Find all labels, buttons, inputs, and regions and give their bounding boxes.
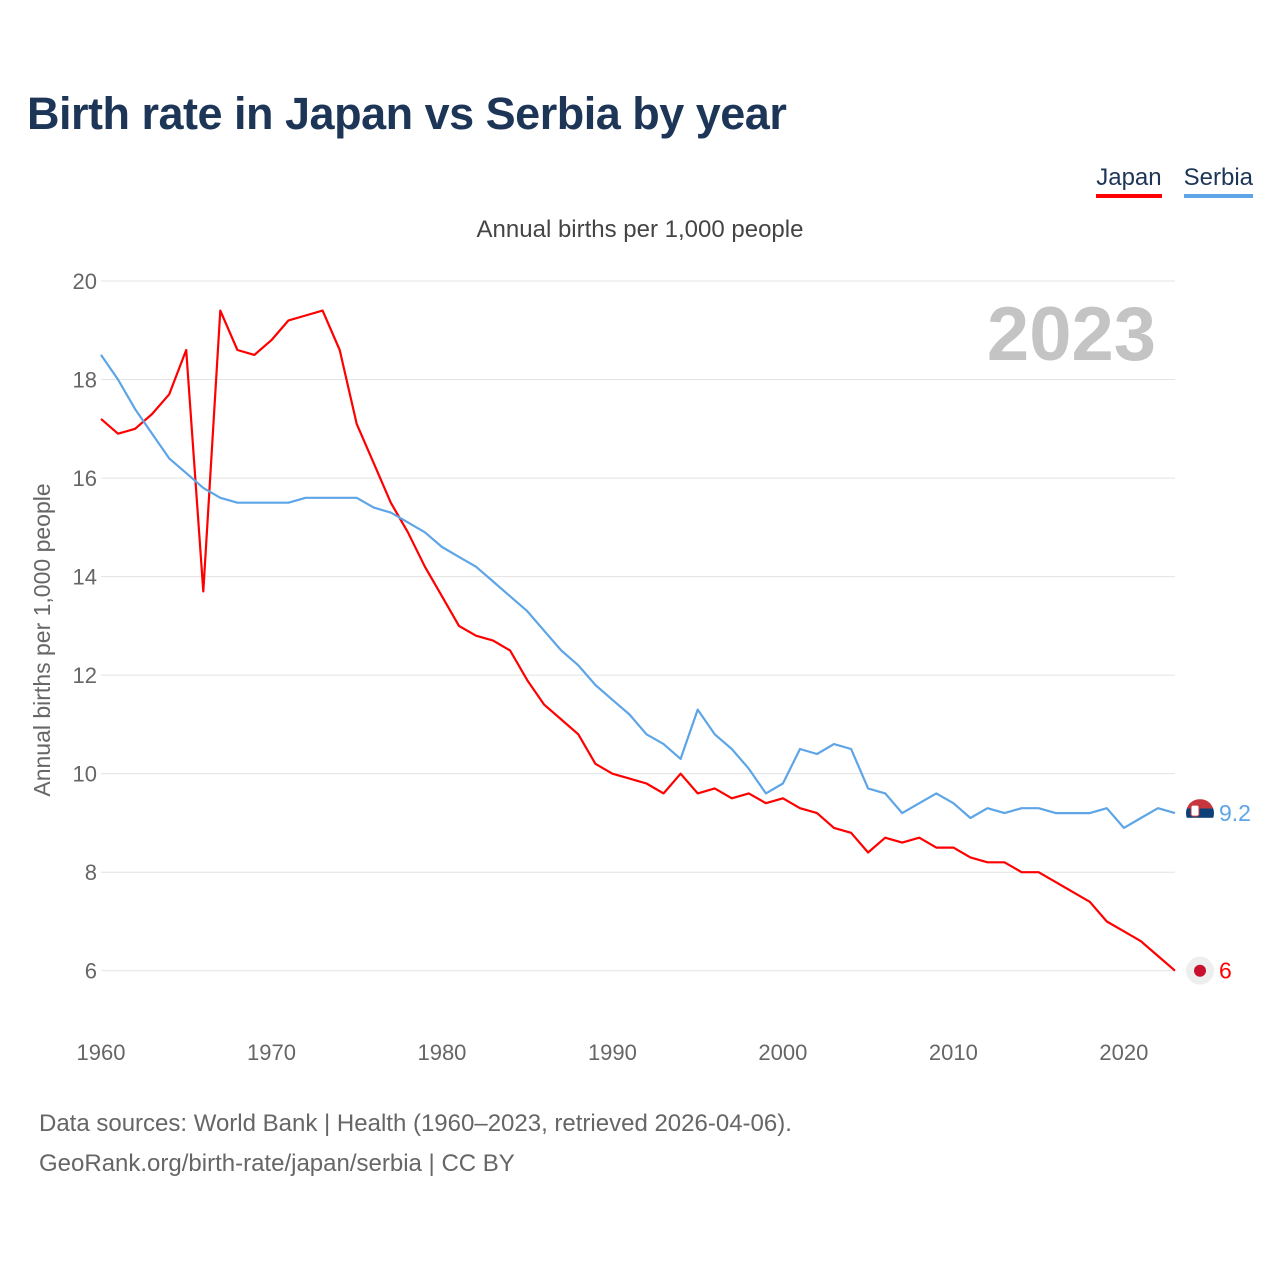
x-tick-label: 1980: [417, 1040, 466, 1065]
legend: Japan Serbia: [1096, 164, 1253, 198]
chart-title: Birth rate in Japan vs Serbia by year: [27, 88, 787, 139]
flag-marker-japan: [1186, 956, 1214, 985]
end-value-label-serbia: 9.2: [1219, 800, 1251, 826]
x-tick-label: 2020: [1099, 1040, 1148, 1065]
x-axis-ticks: 1960 1970 1980 1990 2000 2010 2020: [77, 1040, 1149, 1065]
y-tick-label: 8: [85, 860, 97, 885]
y-axis-ticks: 6 8 10 12 14 16 18 20: [73, 269, 97, 984]
y-tick-label: 12: [73, 663, 97, 688]
series-line-japan: [100, 309, 1176, 972]
y-tick-label: 6: [85, 959, 97, 984]
series-line-serbia: [100, 354, 1176, 830]
flag-stripe-blue: [1186, 808, 1214, 818]
source-note: Data sources: World Bank | Health (1960–…: [39, 1104, 792, 1184]
y-axis-label: Annual births per 1,000 people: [29, 483, 55, 796]
x-tick-label: 2010: [929, 1040, 978, 1065]
source-line-1: Data sources: World Bank | Health (1960–…: [39, 1110, 792, 1137]
series-lines: [100, 309, 1176, 972]
end-markers: 69.2: [1186, 799, 1251, 985]
flag-stripe-red: [1186, 799, 1214, 809]
y-tick-label: 18: [73, 368, 97, 393]
y-tick-label: 14: [73, 565, 97, 590]
source-line-2[interactable]: GeoRank.org/birth-rate/japan/serbia | CC…: [39, 1150, 515, 1177]
y-tick-label: 20: [73, 269, 97, 294]
end-value-label-japan: 6: [1219, 958, 1232, 984]
x-tick-label: 1990: [588, 1040, 637, 1065]
x-tick-label: 1970: [247, 1040, 296, 1065]
flag-emblem-icon: [1190, 804, 1200, 817]
flag-stripe-white: [1186, 817, 1214, 828]
x-tick-label: 2000: [758, 1040, 807, 1065]
flag-sun-icon: [1194, 964, 1206, 977]
legend-item-japan[interactable]: Japan: [1096, 164, 1162, 198]
y-tick-label: 10: [73, 762, 97, 787]
legend-item-serbia[interactable]: Serbia: [1183, 164, 1253, 198]
grid-lines: [101, 280, 1175, 972]
chart-subtitle: Annual births per 1,000 people: [476, 216, 804, 243]
flag-marker-serbia: [1186, 799, 1214, 828]
flag-icon-serbia: [1186, 799, 1214, 828]
y-tick-label: 16: [73, 466, 97, 491]
x-tick-label: 1960: [77, 1040, 126, 1065]
year-label: 2023: [987, 292, 1156, 377]
